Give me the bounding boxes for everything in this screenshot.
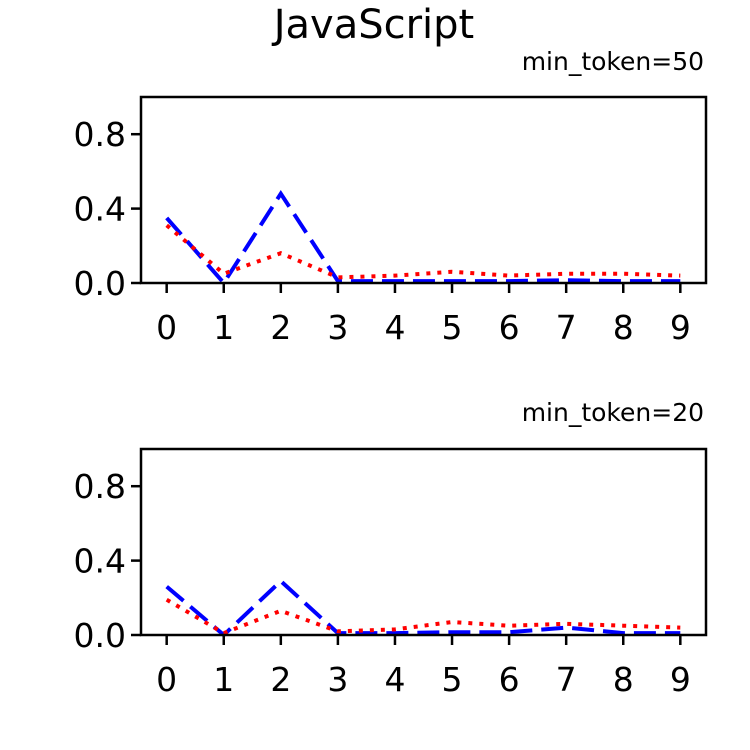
x-tick-label: 3 [327,660,348,699]
x-tick-label: 9 [670,660,691,699]
panel-subtitle: min_token=20 [522,398,704,427]
x-tick-label: 4 [384,308,405,347]
x-tick-label: 6 [499,660,520,699]
x-tick-label: 5 [442,660,463,699]
x-tick-label: 9 [670,308,691,347]
y-tick-label: 0.4 [74,542,126,581]
x-tick-label: 4 [384,660,405,699]
axes-frame [139,447,708,637]
x-tick-label: 7 [556,660,577,699]
series-line-1 [165,223,681,280]
y-tick-label: 0.0 [74,264,126,303]
x-tick-label: 1 [213,308,234,347]
chart-panel-1: min_token=20 0.0 0.4 0.8 0 1 2 3 4 5 6 7 8 9 [74,398,708,699]
x-tick-label: 8 [613,660,634,699]
panel-subtitle: min_token=50 [522,47,704,76]
axes-frame [139,95,708,285]
x-tick-label: 0 [156,308,177,347]
chart-title: JavaScript [271,2,475,48]
x-tick-label: 7 [556,308,577,347]
x-tick-label: 2 [270,308,291,347]
x-tick-label: 6 [499,308,520,347]
y-tick-label: 0.0 [74,616,126,655]
x-tick-label: 2 [270,660,291,699]
x-tick-label: 8 [613,308,634,347]
series-line-0 [165,578,681,638]
x-tick-label: 1 [213,660,234,699]
chart-panel-0: min_token=50 0.0 0.4 0.8 0 1 2 3 4 5 6 7 8 9 [74,47,708,347]
y-tick-label: 0.8 [74,467,126,506]
x-tick-label: 0 [156,660,177,699]
y-tick-label: 0.8 [74,115,126,154]
y-tick-label: 0.4 [74,190,126,229]
series-line-0 [165,190,681,287]
x-tick-label: 3 [327,308,348,347]
x-tick-label: 5 [442,308,463,347]
panels-container: min_token=500.00.40.80 1 2 3 4 5 6 7 8 9min_token… [74,47,708,699]
